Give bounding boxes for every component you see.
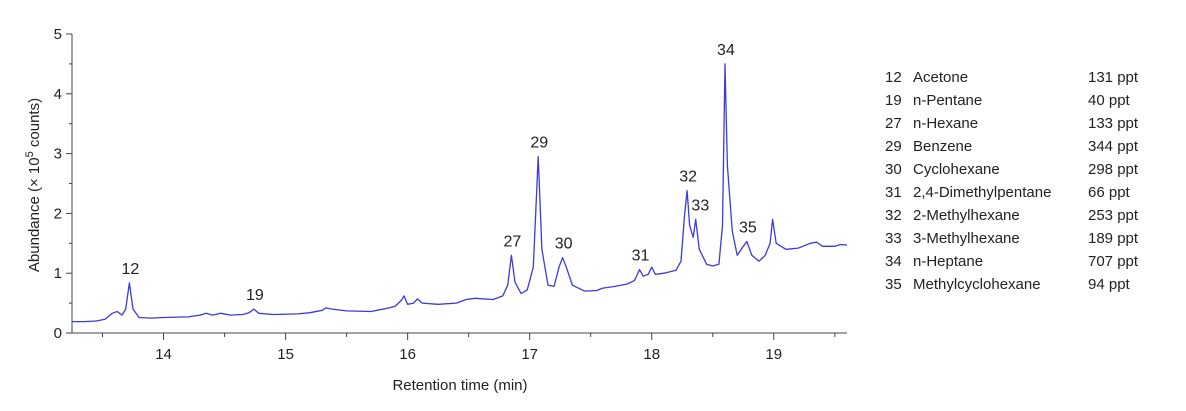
legend-num: 33: [885, 230, 902, 247]
legend-name: Methylcyclohexane: [913, 276, 1041, 293]
legend-num: 19: [885, 92, 902, 109]
peak-label: 32: [679, 169, 697, 186]
peak-label: 33: [691, 197, 709, 214]
x-tick-label: 18: [643, 346, 660, 363]
legend-row: 27 n-Hexane 133 ppt: [885, 112, 1168, 135]
y-tick-label: 1: [54, 265, 62, 282]
legend-amount: 40 ppt: [1088, 92, 1130, 109]
legend-num: 32: [885, 207, 902, 224]
legend-num: 35: [885, 276, 902, 293]
y-axis-title: Abundance (× 105 counts): [24, 98, 43, 272]
legend-name: n-Heptane: [913, 253, 984, 270]
legend-amount: 94 ppt: [1088, 276, 1130, 293]
peak-label: 35: [739, 220, 757, 237]
y-tick-label: 5: [54, 26, 62, 43]
legend-amount: 189 ppt: [1088, 230, 1139, 247]
legend-amount: 298 ppt: [1088, 161, 1139, 178]
compound-legend: 12 Acetone 131 ppt 19 n-Pentane 40 ppt 27 n-Hex…: [885, 66, 1168, 296]
legend-num: 12: [885, 69, 902, 86]
x-tick-label: 15: [277, 346, 294, 363]
peak-labels: 12 19 27 29 30 31 32 33 34 35: [121, 42, 756, 304]
y-axis-title-sup: 5: [24, 151, 36, 157]
legend-name: Acetone: [913, 69, 969, 86]
legend-name: 2-Methylhexane: [913, 207, 1020, 224]
y-tick-label: 2: [54, 205, 62, 222]
legend-name: n-Hexane: [913, 115, 979, 132]
legend-row: 32 2-Methylhexane 253 ppt: [885, 204, 1168, 227]
y-axis-title-main: Abundance (× 10: [26, 157, 43, 272]
legend-amount: 707 ppt: [1088, 253, 1139, 270]
peak-label: 12: [121, 261, 139, 278]
x-tick-label: 16: [399, 346, 416, 363]
legend-amount: 344 ppt: [1088, 138, 1139, 155]
peak-label: 31: [632, 248, 650, 265]
legend-name: 2,4-Dimethylpentane: [913, 184, 1052, 201]
legend-row: 19 n-Pentane 40 ppt: [885, 89, 1168, 112]
legend-num: 30: [885, 161, 902, 178]
legend-num: 34: [885, 253, 902, 270]
legend-amount: 253 ppt: [1088, 207, 1139, 224]
x-axis-title: Retention time (min): [392, 377, 527, 394]
peak-label: 27: [503, 233, 521, 250]
legend-row: 34 n-Heptane 707 ppt: [885, 250, 1168, 273]
peak-label: 29: [530, 135, 548, 152]
legend-amount: 66 ppt: [1088, 184, 1130, 201]
y-tick-label: 0: [54, 325, 62, 342]
legend-name: 3-Methylhexane: [913, 230, 1020, 247]
legend-num: 29: [885, 138, 902, 155]
chromatogram-trace: [72, 63, 848, 323]
plot-area: [72, 63, 848, 323]
peak-label: 34: [717, 42, 735, 59]
legend-row: 35 Methylcyclohexane 94 ppt: [885, 273, 1168, 296]
legend-name: n-Pentane: [913, 92, 983, 109]
legend-row: 30 Cyclohexane 298 ppt: [885, 158, 1168, 181]
peak-label: 19: [246, 287, 264, 304]
legend-num: 27: [885, 115, 902, 132]
y-tick-label: 3: [54, 146, 62, 163]
peak-label: 30: [555, 236, 573, 253]
y-axis-title-tail: counts): [26, 98, 43, 151]
x-tick-label: 19: [765, 346, 782, 363]
y-tick-label: 4: [54, 86, 62, 103]
legend-num: 31: [885, 184, 902, 201]
legend-name: Cyclohexane: [913, 161, 1000, 178]
legend-row: 31 2,4-Dimethylpentane 66 ppt: [885, 181, 1168, 204]
legend-row: 33 3-Methylhexane 189 ppt: [885, 227, 1168, 250]
legend-row: 12 Acetone 131 ppt: [885, 66, 1168, 89]
x-tick-label: 14: [155, 346, 172, 363]
legend-amount: 131 ppt: [1088, 69, 1139, 86]
legend-amount: 133 ppt: [1088, 115, 1139, 132]
x-tick-label: 17: [521, 346, 538, 363]
legend-name: Benzene: [913, 138, 973, 155]
legend-row: 29 Benzene 344 ppt: [885, 135, 1168, 158]
